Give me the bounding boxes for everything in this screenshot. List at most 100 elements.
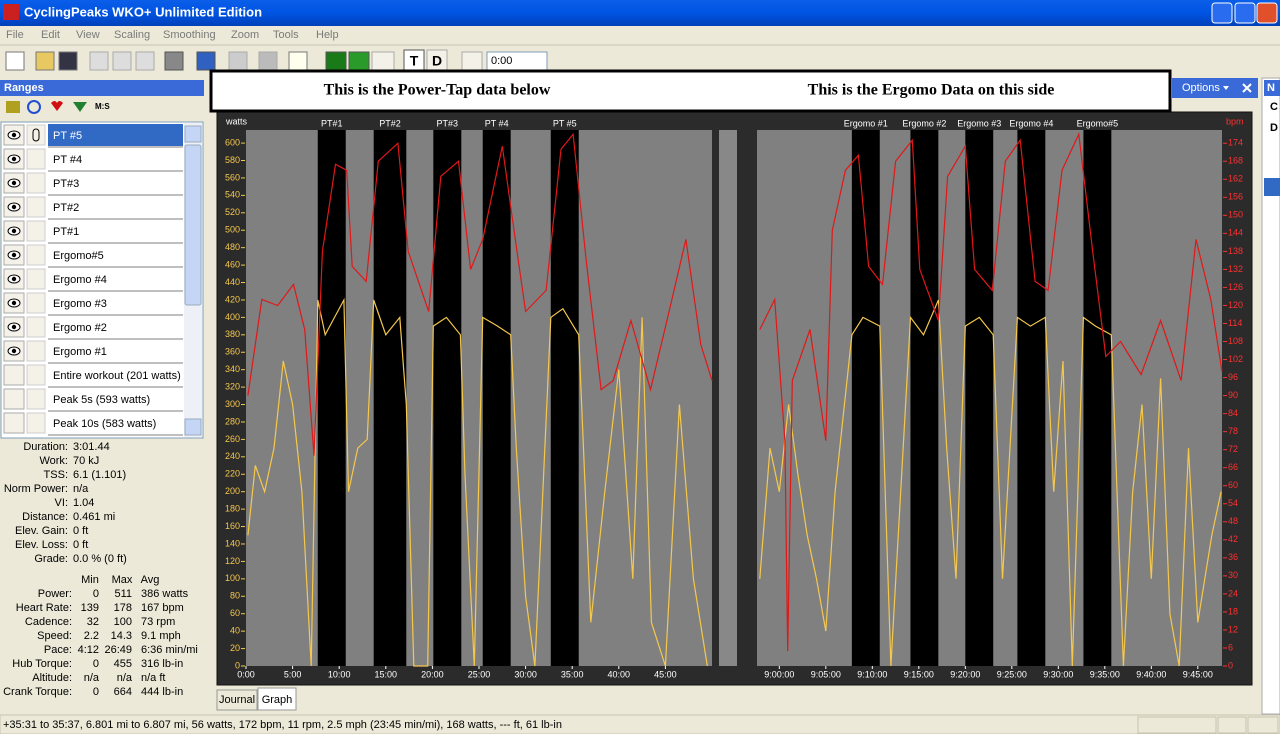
paste-button[interactable] [135,51,155,71]
range-label[interactable]: Peak 5s (593 watts) [53,394,150,406]
summary-label: Hub Torque: [12,658,72,670]
menu-item[interactable]: Tools [273,29,299,41]
range-label[interactable]: PT#2 [53,202,79,214]
lock-icon [32,128,40,142]
open-button[interactable] [35,51,55,71]
y-tick-label: 440 [225,277,240,287]
lock-box[interactable] [26,292,46,314]
range-label[interactable]: PT#1 [53,226,79,238]
maximize-button[interactable] [1234,2,1256,24]
visibility-box[interactable] [3,364,25,386]
range-label[interactable]: Entire workout (201 watts) [53,370,181,382]
lock-box[interactable] [26,196,46,218]
side-panel [1261,77,1280,715]
visibility-box[interactable] [3,388,25,410]
tab-label[interactable]: Journal [219,694,255,706]
save-button[interactable] [58,51,78,71]
lock-box[interactable] [26,148,46,170]
options-arrow[interactable] [1223,86,1229,90]
heart-tool[interactable] [51,101,63,111]
y2-tick-label: 132 [1228,264,1243,274]
lock-box[interactable] [26,412,46,434]
lock-box[interactable] [26,124,46,146]
time-value: 0:00 [491,55,512,67]
graph-button[interactable] [325,51,347,71]
journal-tab[interactable] [216,689,258,711]
range-label[interactable]: Ergomo #1 [53,346,107,358]
y-tick-label: 460 [225,259,240,269]
x-tick-label: 20:00 [421,669,444,679]
summary-label: Pace: [44,644,72,656]
number-button[interactable] [371,51,395,71]
menu-item[interactable]: Scaling [114,29,150,41]
interval-label: PT#1 [321,118,343,128]
range-label[interactable]: Ergomo #2 [53,322,107,334]
y-tick-label: 100 [225,573,240,583]
range-label[interactable]: PT #4 [53,154,82,166]
summary-header: Avg [141,574,160,586]
range-tool[interactable] [73,102,87,112]
menu-item[interactable]: Help [316,29,339,41]
side-label: D [1270,122,1278,134]
minimize-button[interactable] [1211,2,1233,24]
device-button[interactable] [196,51,216,71]
range-label[interactable]: Ergomo#5 [53,250,104,262]
options-menu[interactable]: Options [1182,82,1220,94]
range-label[interactable]: PT #5 [53,130,82,142]
x-tick-label: 0:00 [237,669,255,679]
interval-label: Ergomo #4 [1009,118,1053,128]
visibility-box[interactable] [3,412,25,434]
y2-tick-label: 78 [1228,426,1238,436]
lock-box[interactable] [26,220,46,242]
x-tick-label: 9:45:00 [1183,669,1213,679]
scroll-down[interactable] [184,418,202,436]
y2-tick-label: 36 [1228,552,1238,562]
dropdown-button[interactable] [461,51,483,71]
lock-box[interactable] [26,316,46,338]
new-button[interactable] [5,51,25,71]
power-line [247,297,708,667]
lock-box[interactable] [26,388,46,410]
tool-button[interactable] [258,51,278,71]
range-label[interactable]: PT#3 [53,178,79,190]
ms-tool[interactable]: M:S [95,102,110,111]
menu-item[interactable]: Edit [41,29,60,41]
options-close[interactable] [1242,83,1252,93]
menu-item[interactable]: View [76,29,100,41]
range-label[interactable]: Ergomo #4 [53,274,107,286]
lock-box[interactable] [26,172,46,194]
lock-box[interactable] [26,340,46,362]
range-label[interactable]: Peak 10s (583 watts) [53,418,156,430]
scroll-thumb[interactable] [184,144,202,306]
lock-box[interactable] [26,364,46,386]
tab-label[interactable]: Graph [262,694,293,706]
tool-button[interactable] [228,51,248,71]
lock-box[interactable] [26,268,46,290]
graph-tab[interactable] [257,687,297,711]
y-tick-label: 400 [225,312,240,322]
y2-tick-label: 150 [1228,210,1243,220]
summary-max: 178 [114,602,132,614]
graph-button[interactable] [348,51,370,71]
title-bar [0,0,1280,26]
range-label[interactable]: Ergomo #3 [53,298,107,310]
copy-button[interactable] [112,51,132,71]
range-tool[interactable] [6,101,20,113]
help-button[interactable] [288,51,308,71]
print-button[interactable] [164,51,184,71]
refresh-tool[interactable] [27,100,41,114]
cut-button[interactable] [89,51,109,71]
menu-item[interactable]: Smoothing [163,29,216,41]
summary-min: 0 [93,658,99,670]
menu-item[interactable]: Zoom [231,29,259,41]
status-pane [1137,716,1217,734]
menu-item[interactable]: File [6,29,24,41]
summary-label: Speed: [37,630,72,642]
heart-rate-line [247,132,713,456]
lock-box[interactable] [26,244,46,266]
app-icon [3,4,19,20]
status-text: +35:31 to 35:37, 6.801 mi to 6.807 mi, 5… [3,719,562,731]
close-button[interactable] [1256,2,1278,24]
y2-tick-label: 114 [1228,318,1242,328]
scroll-up[interactable] [184,125,202,143]
